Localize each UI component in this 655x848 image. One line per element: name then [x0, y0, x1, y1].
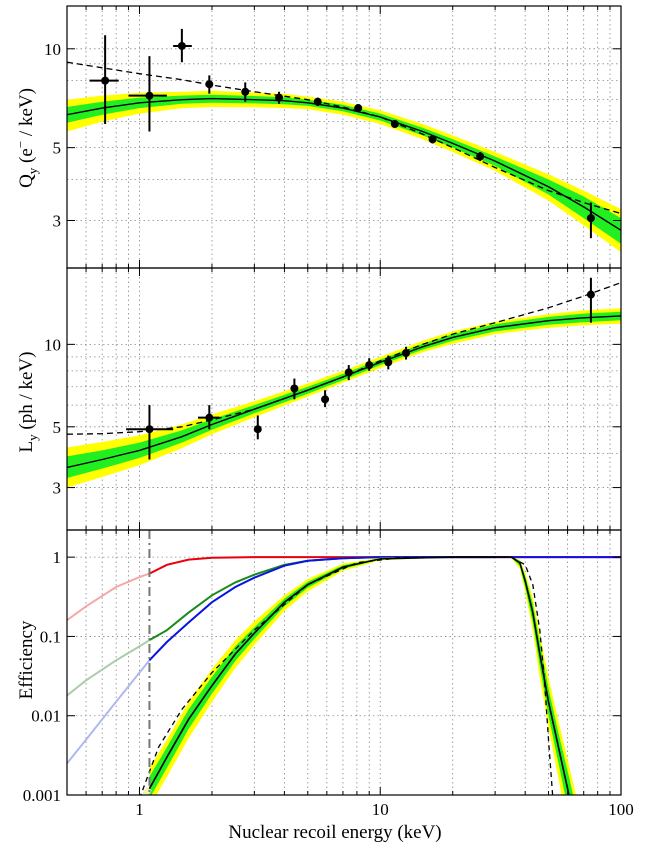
dashed-line	[67, 61, 621, 215]
data-point	[173, 28, 192, 63]
data-point	[89, 35, 119, 125]
y-tick-label: 3	[53, 479, 62, 498]
grid	[67, 530, 621, 795]
marker	[205, 80, 214, 89]
band-1sigma	[67, 94, 621, 244]
data-point	[313, 97, 322, 106]
efficiency-curve-faint	[67, 659, 151, 765]
x-tick-label: 10	[372, 800, 389, 819]
y-tick-label: 0.001	[23, 786, 61, 805]
band-2sigma	[67, 308, 621, 488]
data-point	[344, 365, 353, 381]
grid	[67, 6, 621, 268]
grid	[67, 268, 621, 530]
data-point	[321, 390, 330, 408]
marker	[402, 348, 411, 357]
dashed-line	[140, 556, 554, 795]
data-point	[290, 378, 299, 400]
y-tick-label: 0.01	[31, 707, 61, 726]
marker	[313, 97, 322, 106]
band-1sigma	[67, 311, 621, 478]
data-point	[241, 82, 250, 102]
ly-panel: 3 5 10 Ly (ph / keV)	[16, 267, 622, 531]
marker	[384, 358, 393, 367]
efficiency-curve-faint	[67, 639, 150, 697]
marker	[177, 41, 186, 50]
efficiency-curve	[148, 556, 496, 641]
data-point	[126, 405, 174, 460]
plot-area	[67, 6, 621, 268]
fit-line	[67, 97, 621, 231]
marker	[205, 413, 214, 422]
data-point	[197, 405, 220, 430]
marker	[365, 361, 374, 370]
y-tick-label: 10	[44, 40, 61, 59]
marker	[586, 290, 595, 299]
y-tick-label: 5	[53, 418, 62, 437]
marker	[354, 104, 363, 113]
qy-ylabel: Qy (e− / keV)	[13, 88, 40, 188]
data-point	[128, 56, 167, 132]
data-point	[586, 202, 595, 239]
y-tick-label: 10	[44, 335, 61, 354]
total-faint-band	[141, 786, 152, 795]
efficiency-curve	[148, 556, 621, 661]
marker	[101, 76, 110, 85]
panel-frame	[66, 267, 622, 531]
marker	[321, 395, 330, 404]
x-tick-label: 1	[135, 800, 144, 819]
y-tick-label: 1	[53, 548, 62, 567]
panel-frame	[66, 529, 622, 796]
x-tick-label: 100	[608, 800, 634, 819]
data-point	[253, 415, 262, 440]
data-point	[205, 75, 214, 94]
efficiency-curve	[148, 556, 621, 575]
data-point	[275, 91, 284, 104]
dashed-line	[67, 281, 621, 435]
marker	[586, 214, 595, 223]
ly-ylabel: Ly (ph / keV)	[16, 352, 40, 453]
data-point	[402, 346, 411, 360]
efficiency-panel: 0.001 0.01 0.1 1 1 10 100 Efficiency	[16, 529, 634, 819]
marker	[145, 425, 154, 434]
data-point	[384, 355, 393, 370]
x-axis-label: Nuclear recoil energy (keV)	[228, 822, 441, 843]
plot-area	[67, 268, 621, 530]
marker	[344, 368, 353, 377]
data-point	[365, 358, 374, 371]
marker	[428, 135, 437, 144]
y-tick-label: 0.1	[40, 627, 61, 646]
marker	[145, 91, 154, 100]
data-point	[390, 120, 399, 129]
marker	[390, 120, 399, 129]
y-tick-label: 5	[53, 139, 62, 158]
data-point	[476, 151, 485, 162]
marker	[290, 384, 299, 393]
marker	[275, 93, 284, 102]
efficiency-ylabel: Efficiency	[16, 620, 37, 699]
marker	[241, 87, 250, 96]
panel-frame	[66, 5, 622, 269]
qy-panel: 3 5 10 Qy (e− / keV)	[13, 5, 622, 269]
y-tick-label: 3	[53, 211, 62, 230]
data-point	[428, 135, 437, 144]
data-point	[354, 104, 363, 113]
marker	[476, 152, 485, 161]
marker	[253, 425, 262, 434]
efficiency-curve-faint	[67, 572, 150, 622]
plot-area	[67, 530, 621, 795]
data-point	[586, 277, 595, 323]
